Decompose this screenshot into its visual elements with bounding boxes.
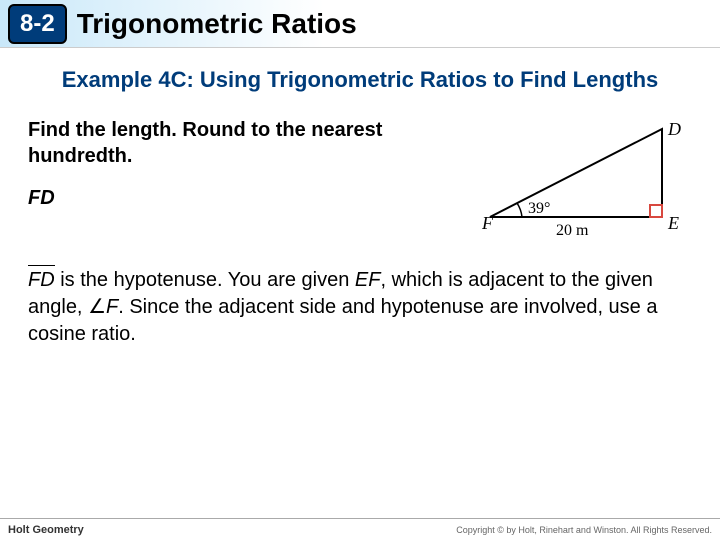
angle-symbol: ∠ — [88, 296, 106, 318]
footer-brand: Holt Geometry — [8, 524, 84, 536]
example-title: Example 4C: Using Trigonometric Ratios t… — [28, 66, 692, 95]
footer-copyright: Copyright © by Holt, Rinehart and Winsto… — [456, 525, 712, 535]
segment-fd: FD — [28, 267, 55, 294]
vertex-d: D — [667, 119, 681, 139]
segment-ef: EF — [355, 269, 381, 291]
angle-f-label: F — [106, 296, 118, 318]
right-angle-marker — [650, 205, 662, 217]
exp-part1: is the hypotenuse. You are given — [55, 269, 355, 291]
vertex-e: E — [667, 213, 679, 233]
page-title: Trigonometric Ratios — [77, 8, 357, 40]
vertex-f: F — [482, 213, 494, 233]
content-area: Example 4C: Using Trigonometric Ratios t… — [0, 48, 720, 348]
header-bar: 8-2 Trigonometric Ratios — [0, 0, 720, 48]
base-length: 20 m — [556, 222, 589, 237]
triangle-svg: 39° F E D 20 m — [482, 117, 692, 237]
section-badge: 8-2 — [8, 4, 67, 44]
triangle-shape — [490, 129, 662, 217]
footer-bar: Holt Geometry Copyright © by Holt, Rineh… — [0, 518, 720, 540]
angle-label: 39° — [528, 200, 550, 217]
target-segment: FD — [28, 187, 452, 210]
triangle-diagram: 39° F E D 20 m — [482, 117, 692, 237]
angle-arc — [517, 203, 522, 217]
exp-part3: . Since the adjacent side and hypotenuse… — [28, 296, 657, 345]
instruction-row: Find the length. Round to the nearest hu… — [28, 117, 692, 237]
explanation-text: FD is the hypotenuse. You are given EF, … — [28, 267, 692, 348]
instruction-block: Find the length. Round to the nearest hu… — [28, 117, 452, 210]
instruction-text: Find the length. Round to the nearest hu… — [28, 117, 452, 169]
